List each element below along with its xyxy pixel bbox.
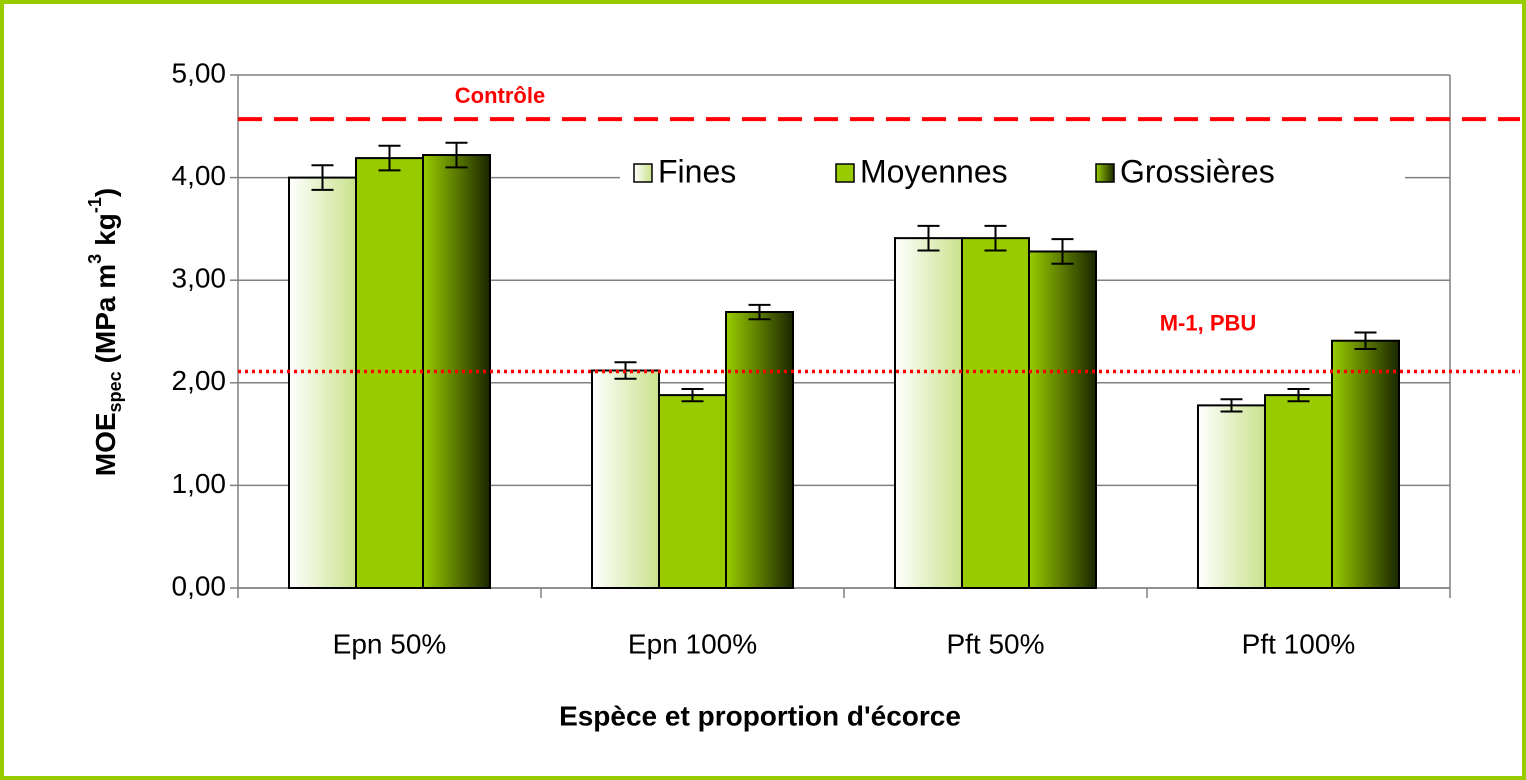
y-title-mid: kg xyxy=(90,213,121,246)
y-title-end: ) xyxy=(90,188,121,197)
error-bar xyxy=(311,164,334,191)
y-tick-label: 5,00 xyxy=(172,57,227,88)
y-tick-label: 2,00 xyxy=(172,365,227,396)
y-title-unit: (MPa m xyxy=(90,264,121,364)
x-axis-title: Espèce et proportion d'écorce xyxy=(559,700,961,731)
y-title-base: MOE xyxy=(90,412,121,476)
bar xyxy=(288,176,357,589)
y-axis-title: MOEspec (MPa m3 kg-1) xyxy=(85,188,125,476)
bar xyxy=(658,394,727,589)
y-title-sub: spec xyxy=(105,371,125,412)
legend-box xyxy=(620,150,1405,198)
y-title-sup: -1 xyxy=(85,197,105,213)
legend-swatch xyxy=(633,163,653,183)
bar xyxy=(591,369,660,589)
bar xyxy=(961,237,1030,589)
y-tick-label: 3,00 xyxy=(172,263,227,294)
error-bar xyxy=(445,141,468,169)
legend-swatch xyxy=(835,163,855,183)
legend-swatch xyxy=(1095,163,1115,183)
bar xyxy=(1197,404,1266,590)
x-tick-label: Pft 50% xyxy=(946,628,1044,659)
y-title-sup: 3 xyxy=(85,254,105,264)
bar xyxy=(1264,394,1333,589)
reference-label: Contrôle xyxy=(455,83,545,108)
legend-label: Moyennes xyxy=(860,153,1008,189)
bar xyxy=(1028,250,1097,590)
error-bar xyxy=(748,303,771,321)
y-tick-label: 0,00 xyxy=(172,570,227,601)
error-bar xyxy=(1287,387,1310,403)
error-bar xyxy=(1220,398,1243,413)
x-tick-label: Pft 100% xyxy=(1242,628,1356,659)
error-bar xyxy=(984,224,1007,252)
legend-label: Grossières xyxy=(1120,153,1275,189)
x-tick-label: Epn 100% xyxy=(628,628,757,659)
y-tick-label: 1,00 xyxy=(172,468,227,499)
bar xyxy=(894,237,963,589)
error-bar xyxy=(378,144,401,172)
reference-label: M-1, PBU xyxy=(1160,310,1257,335)
error-bar xyxy=(1051,238,1074,265)
legend-label: Fines xyxy=(658,153,736,189)
x-tick-label: Epn 50% xyxy=(333,628,447,659)
error-bar xyxy=(917,224,940,252)
bar xyxy=(355,157,424,590)
error-bar xyxy=(681,387,704,403)
y-tick-label: 4,00 xyxy=(172,160,227,191)
bar xyxy=(725,311,794,589)
bar xyxy=(1331,339,1400,590)
error-bar xyxy=(1354,331,1377,350)
